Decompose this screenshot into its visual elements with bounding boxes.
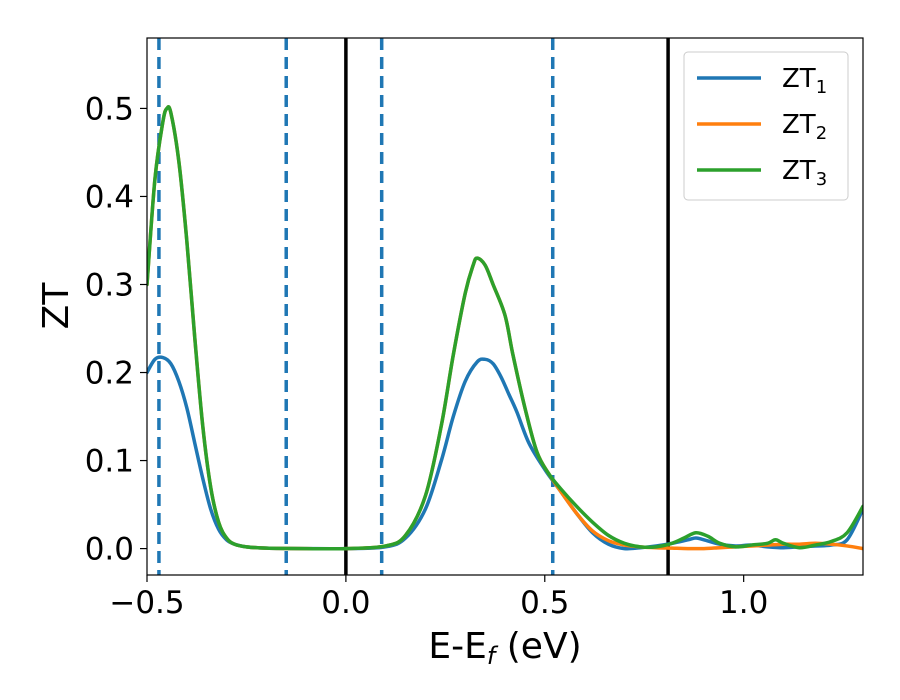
y-tick-label-0: 0.0 (85, 532, 134, 568)
reference-lines (157, 38, 670, 575)
x-axis-label: E-Ef (eV) (428, 626, 581, 670)
legend-box (683, 51, 849, 201)
legend-label-zt1: ZT1 (782, 64, 827, 98)
series-line-zt1 (147, 355, 863, 551)
plot-frame (146, 37, 864, 576)
y-tick-label-4: 0.4 (85, 179, 134, 215)
x-axis-ticks: −0.5 0.0 0.5 1.0 (109, 575, 768, 621)
y-tick-label-3: 0.3 (85, 267, 134, 303)
x-tick-label-1: 0.0 (321, 585, 370, 621)
legend-label-zt3: ZT3 (782, 156, 827, 190)
x-tick-label-3: 1.0 (719, 585, 768, 621)
legend: ZT1 ZT2 ZT3 (683, 51, 849, 201)
legend-label-zt2: ZT2 (782, 110, 827, 144)
y-tick-label-2: 0.2 (85, 356, 134, 392)
y-axis-ticks: 0.0 0.1 0.2 0.3 0.4 0.5 (85, 91, 147, 568)
series-layer (147, 105, 863, 551)
series-line-zt3 (147, 105, 863, 551)
y-tick-label-5: 0.5 (85, 91, 134, 127)
y-tick-label-1: 0.1 (85, 444, 134, 480)
x-tick-label-2: 0.5 (520, 585, 569, 621)
x-tick-label-0: −0.5 (109, 585, 184, 621)
y-axis-label: ZT (36, 282, 77, 330)
